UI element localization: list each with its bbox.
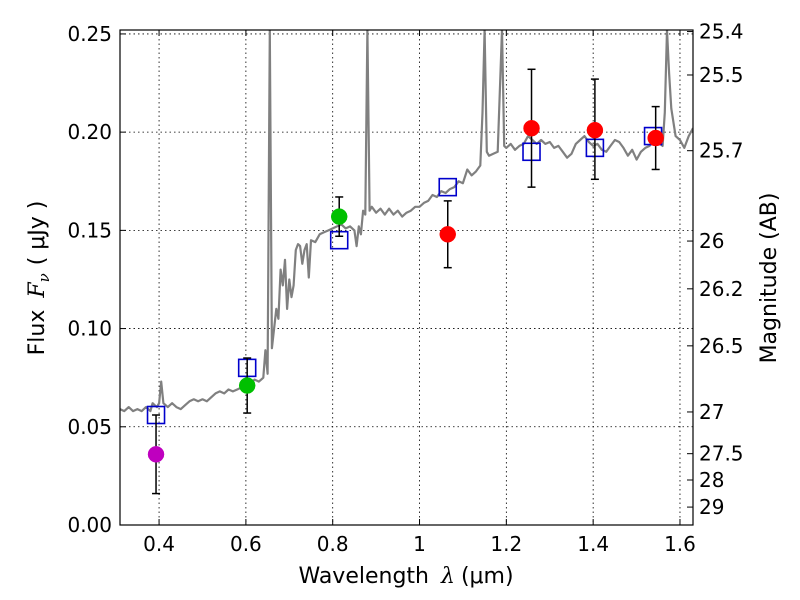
magnitude-tick-label: 26 [699, 229, 724, 253]
magnitude-axis-label: Magnitude (AB) [757, 193, 782, 364]
x-tick-label: 1 [413, 532, 426, 556]
magnitude-tick-label: 25.4 [699, 20, 744, 44]
magnitude-tick-label: 26.5 [699, 334, 744, 358]
observed-flux-point [439, 226, 456, 243]
magnitude-tick-label: 25.5 [699, 63, 744, 87]
observed-flux-point [647, 129, 664, 147]
x-tick-label: 1.6 [664, 532, 696, 556]
x-tick-label: 1.2 [490, 532, 522, 556]
y-tick-label: 0.10 [67, 317, 112, 341]
y-axis-label: FluxFν( μJy ) [25, 201, 53, 356]
y-tick-label: 0.00 [67, 513, 112, 537]
model-photometry-square [438, 177, 458, 197]
plot-area [120, 30, 693, 495]
magnitude-tick-label: 29 [699, 495, 724, 519]
magnitude-tick-label: 25.7 [699, 139, 744, 163]
magnitude-tick-label: 26.2 [699, 277, 744, 301]
x-tick-label: 0.6 [230, 532, 262, 556]
x-axis-label: Wavelength λ (μm) [298, 564, 513, 589]
magnitude-tick-label: 27 [699, 400, 724, 424]
x-tick-label: 0.8 [317, 532, 349, 556]
y-tick-label: 0.15 [67, 218, 112, 242]
observed-flux-point [238, 377, 256, 394]
x-tick-label: 1.4 [577, 532, 609, 556]
spectrum-line [120, 30, 693, 413]
magnitude-tick-label: 28 [699, 468, 724, 492]
axes-frame [119, 29, 694, 526]
observed-flux-point [147, 446, 165, 463]
observed-flux-point [523, 119, 540, 137]
magnitude-tick-label: 27.5 [699, 442, 744, 466]
y-tick-label: 0.05 [67, 415, 112, 439]
x-tick-label: 0.4 [143, 532, 175, 556]
y-tick-label: 0.20 [67, 120, 112, 144]
observed-flux-point [330, 208, 348, 225]
axis-ticks: 0.4 0.6 0.8 1 1.2 1.4 1.6 0.00 0.05 0.10 0.15 0.20 0… [67, 20, 743, 556]
y-tick-label: 0.25 [67, 22, 112, 46]
observed-flux-point [586, 121, 604, 139]
